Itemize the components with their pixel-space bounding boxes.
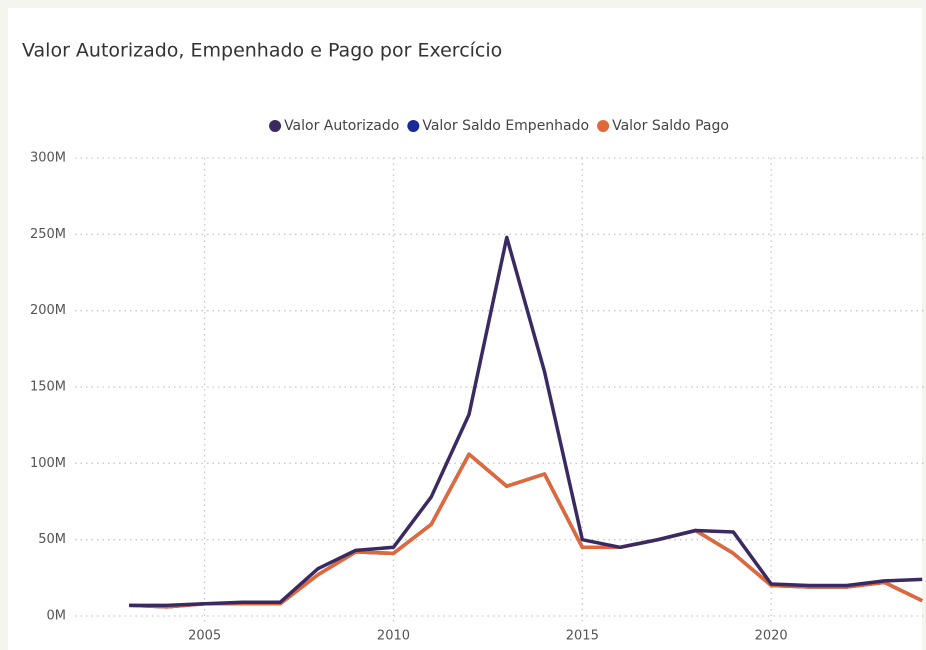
- legend-item: Valor Autorizado: [269, 118, 399, 134]
- x-tick-label: 2010: [377, 629, 410, 644]
- chart-title: Valor Autorizado, Empenhado e Pago por E…: [22, 40, 502, 62]
- x-tick-label: 2020: [755, 629, 788, 644]
- legend-label: Valor Saldo Empenhado: [422, 118, 589, 134]
- legend-swatch: [597, 120, 610, 132]
- y-tick-label: 150M: [30, 380, 66, 395]
- y-tick-label: 100M: [30, 456, 66, 471]
- series-line: [129, 235, 923, 608]
- legend-label: Valor Saldo Pago: [612, 118, 729, 134]
- legend-item: Valor Saldo Empenhado: [407, 118, 589, 134]
- y-tick-label: 0M: [47, 609, 67, 624]
- legend-item: Valor Saldo Pago: [597, 118, 729, 134]
- y-tick-label: 50M: [38, 532, 66, 547]
- x-tick-label: 2005: [188, 629, 221, 644]
- x-tick-label: 2015: [566, 629, 599, 644]
- legend-swatch: [407, 120, 420, 132]
- legend-swatch: [269, 120, 282, 132]
- y-tick-label: 250M: [30, 227, 66, 242]
- card: [8, 8, 922, 650]
- y-tick-label: 200M: [30, 303, 66, 318]
- y-tick-label: 300M: [30, 151, 66, 166]
- legend-label: Valor Autorizado: [284, 118, 399, 134]
- legend: Valor Autorizado Valor Saldo Empenhado Val…: [269, 118, 729, 134]
